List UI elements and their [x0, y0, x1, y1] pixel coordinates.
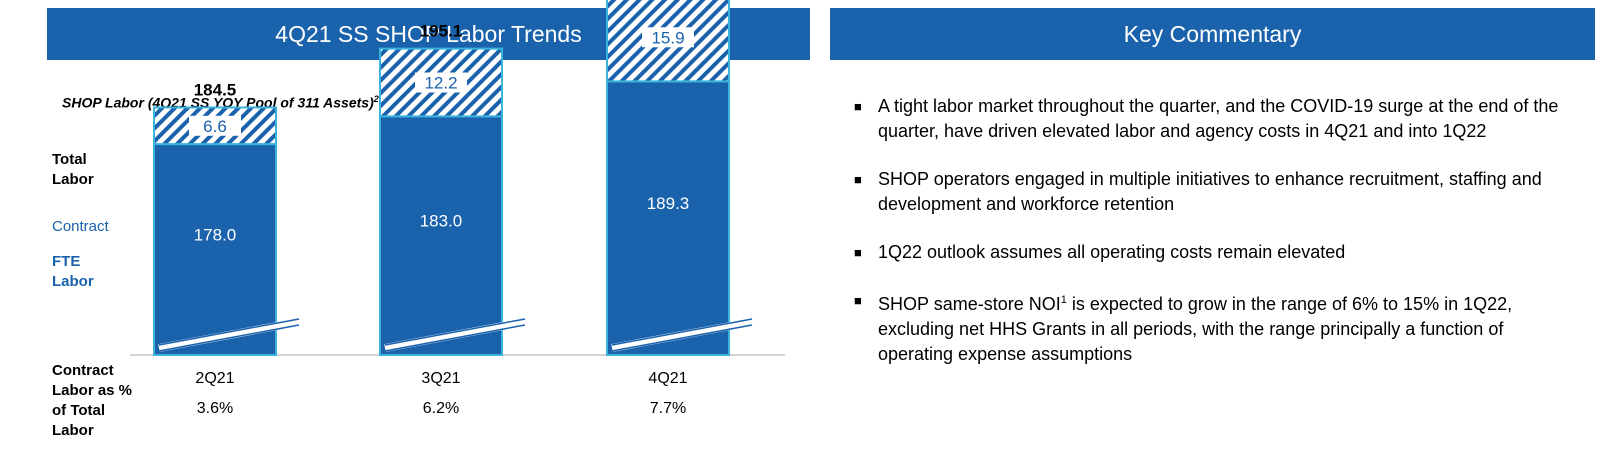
fte-value-label: 183.0 — [420, 212, 463, 231]
axis-break-line — [384, 318, 526, 346]
contract-pct-label: 6.2% — [423, 400, 459, 417]
fte-bar — [153, 143, 277, 356]
commentary-item: ■ SHOP same-store NOI1 is expected to gro… — [850, 288, 1580, 367]
commentary-text: SHOP same-store NOI — [878, 294, 1061, 314]
total-labor-row-label: Total Labor — [52, 150, 94, 190]
fte-value-label: 189.3 — [647, 194, 690, 213]
footnote-marker: 1 — [1060, 294, 1067, 306]
total-labor-label-line2: Labor — [52, 171, 94, 188]
axis-break-gap — [158, 318, 300, 352]
contract-value-label: 12.2 — [424, 73, 457, 92]
contract-pct-row-label: Contract Labor as % of Total Labor — [52, 361, 132, 441]
axis-break-gap — [611, 318, 753, 352]
bullet-icon: ■ — [854, 293, 862, 308]
labor-trends-chart: 6.6 178.0 184.5 2Q21 3.6% 12.2 183.0 195.1 3Q21 6… — [130, 0, 785, 417]
contract-row-label: Contract — [52, 218, 109, 235]
axis-break-line — [384, 324, 526, 352]
commentary-item: ■ SHOP operators engaged in multiple init… — [850, 167, 1580, 217]
chart-subtitle: SHOP Labor (4Q21 SS YOY Pool of 311 Asse… — [62, 94, 379, 111]
commentary-list: ■ A tight labor market throughout the qua… — [850, 94, 1580, 390]
fte-value-label: 178.0 — [194, 226, 237, 245]
contract-pct-label: 3.6% — [197, 400, 233, 417]
contract-pct-label-line4: Labor — [52, 422, 94, 439]
contract-label-bg — [642, 27, 694, 48]
fte-bar — [606, 80, 730, 356]
contract-pct-label-line2: Labor as % — [52, 382, 133, 399]
category-label: 3Q21 — [421, 370, 460, 387]
bullet-icon: ■ — [854, 172, 862, 187]
contract-value-label: 15.9 — [651, 28, 684, 47]
axis-break-line — [158, 324, 300, 352]
category-label: 2Q21 — [195, 370, 234, 387]
chart-subtitle-text: SHOP Labor (4Q21 SS YOY Pool of 311 Asse… — [62, 94, 374, 111]
contract-pct-label: 7.7% — [650, 400, 686, 417]
commentary-text: A tight labor market throughout the quar… — [878, 96, 1559, 141]
fte-label-line1: FTE — [52, 253, 81, 270]
axis-break-line — [611, 318, 753, 346]
contract-label-bg — [415, 72, 467, 93]
contract-value-label: 6.6 — [203, 117, 227, 136]
commentary-item: ■ A tight labor market throughout the qua… — [850, 94, 1580, 144]
contract-pct-label-line1: Contract — [52, 362, 114, 379]
commentary-text: 1Q22 outlook assumes all operating costs… — [878, 242, 1346, 262]
contract-pct-label-line3: of Total — [52, 402, 106, 419]
fte-label-line2: Labor — [52, 273, 94, 290]
fte-labor-row-label: FTE Labor — [52, 252, 94, 292]
axis-break-gap — [384, 318, 526, 352]
total-value-label: 195.1 — [420, 22, 463, 41]
bullet-icon: ■ — [854, 245, 862, 260]
commentary-item: ■ 1Q22 outlook assumes all operating cost… — [850, 240, 1580, 265]
axis-break-line — [611, 324, 753, 352]
total-labor-label-line1: Total — [52, 151, 87, 168]
fte-bar — [379, 115, 503, 356]
commentary-text: SHOP operators engaged in multiple initi… — [878, 169, 1542, 214]
total-value-label: 184.5 — [194, 80, 237, 99]
chart-subtitle-footnote: 2 — [373, 94, 379, 104]
category-label: 4Q21 — [648, 370, 687, 387]
contract-label-bg — [189, 115, 241, 136]
bullet-icon: ■ — [854, 99, 862, 114]
axis-break-line — [158, 318, 300, 346]
commentary-text-continued: is expected to grow in the range of 6% t… — [878, 294, 1513, 364]
commentary-panel-header: Key Commentary — [830, 8, 1595, 60]
